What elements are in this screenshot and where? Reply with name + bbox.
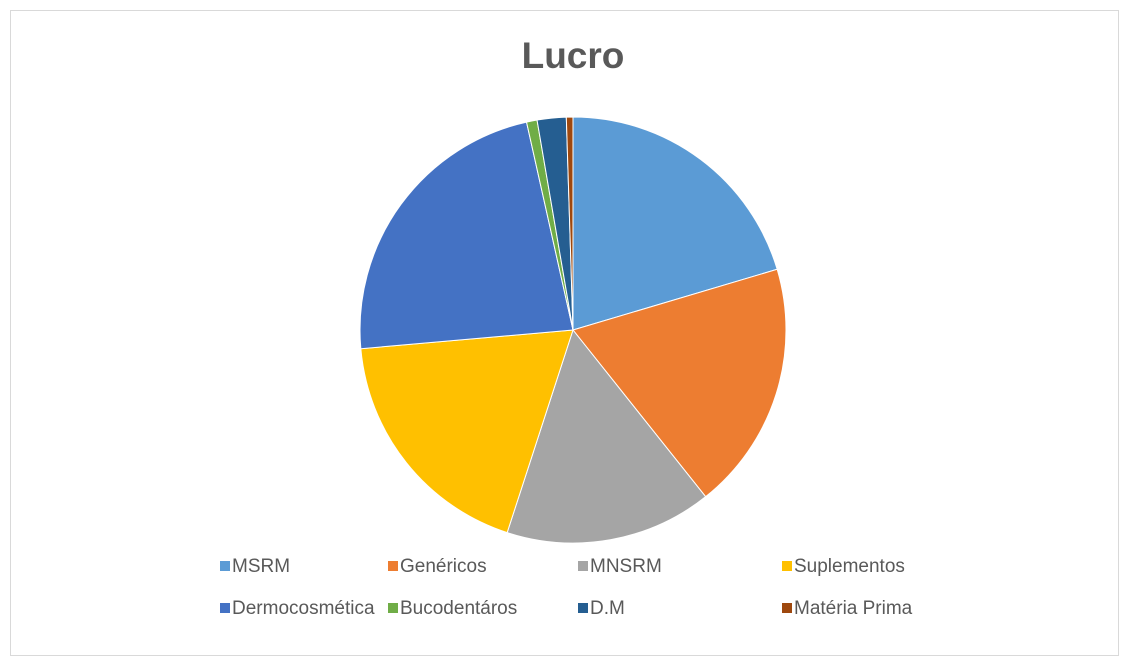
legend-label: D.M (590, 598, 625, 619)
pie-slice (572, 268, 787, 498)
legend-label: MNSRM (590, 556, 662, 577)
legend-swatch (388, 603, 398, 613)
legend-swatch (220, 561, 230, 571)
pie-slice (506, 328, 707, 544)
legend-swatch (782, 603, 792, 613)
legend-swatch (578, 561, 588, 571)
legend-swatch (388, 561, 398, 571)
legend-swatch (220, 603, 230, 613)
legend-label: Genéricos (400, 556, 487, 577)
pie-slice (565, 116, 574, 331)
pie-slice (359, 121, 574, 350)
legend-label: Matéria Prima (794, 598, 913, 619)
pie-slice (360, 329, 574, 534)
legend-label: Bucodentáros (400, 598, 517, 619)
pie-slice (572, 116, 778, 331)
legend-swatch (578, 603, 588, 613)
legend-label: MSRM (232, 556, 290, 577)
legend-label: Dermocosmética (232, 598, 375, 619)
chart-title: Lucro (522, 35, 625, 76)
legend-label: Suplementos (794, 556, 905, 577)
legend-swatch (782, 561, 792, 571)
